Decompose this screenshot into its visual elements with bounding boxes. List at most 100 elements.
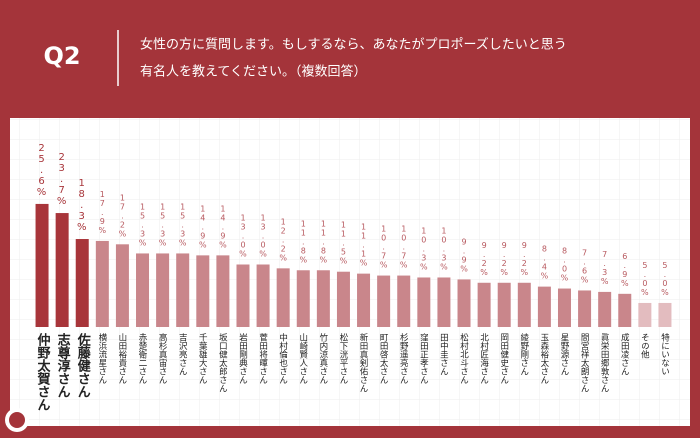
x-tick-label: 坂口健太郎さん bbox=[217, 332, 227, 392]
bar bbox=[397, 275, 411, 327]
bar bbox=[437, 277, 451, 327]
value-label: 5.0% bbox=[640, 261, 649, 297]
value-label: 17.2% bbox=[118, 193, 127, 238]
value-label: 13.0% bbox=[238, 214, 247, 259]
bar bbox=[256, 264, 270, 327]
value-label: 10.3% bbox=[419, 226, 428, 271]
x-tick-label: 星野源さん bbox=[559, 333, 569, 376]
value-label: 7.3% bbox=[600, 250, 609, 286]
x-tick-label: 吉沢亮さん bbox=[177, 333, 187, 376]
value-label: 11.8% bbox=[319, 219, 328, 264]
bar bbox=[658, 302, 672, 327]
bar bbox=[537, 286, 551, 327]
x-tick-label: 新田真剣佑さん bbox=[358, 332, 368, 392]
x-tick-label: 松村北斗さん bbox=[459, 332, 469, 384]
bar bbox=[457, 279, 471, 327]
x-tick-label: 仲野太賀さん bbox=[35, 332, 52, 411]
value-label: 15.3% bbox=[158, 202, 167, 247]
bar bbox=[276, 268, 290, 327]
x-tick-label: 千葉雄大さん bbox=[197, 332, 207, 384]
x-tick-label: 成田凌さん bbox=[619, 332, 629, 375]
x-tick-label: 玉森裕太さん bbox=[539, 333, 549, 384]
x-tick-label: 岩田剛典さん bbox=[237, 332, 247, 384]
x-tick-label: 中村倫也さん bbox=[278, 332, 288, 384]
value-label: 14.9% bbox=[198, 204, 207, 249]
x-tick-label: 岡田健史さん bbox=[499, 333, 509, 384]
bar bbox=[598, 291, 612, 327]
x-tick-label: 特にいない bbox=[659, 332, 669, 375]
x-tick-label: その他 bbox=[639, 333, 649, 359]
value-label: 15.3% bbox=[178, 202, 187, 247]
x-tick-label: 田中圭さん bbox=[438, 333, 448, 376]
bar bbox=[75, 239, 89, 327]
bar bbox=[377, 275, 391, 327]
bar bbox=[236, 264, 250, 327]
bar bbox=[316, 270, 330, 327]
x-tick-label: 綾野剛さん bbox=[519, 332, 529, 375]
bar bbox=[517, 282, 531, 327]
value-label: 8.4% bbox=[540, 245, 549, 281]
x-tick-label: 眞栄田郷敦さん bbox=[599, 332, 609, 392]
value-label: 9.2% bbox=[500, 241, 509, 277]
x-tick-label: 窪田正孝さん bbox=[418, 332, 428, 384]
value-label: 10.7% bbox=[399, 225, 408, 270]
value-label: 8.0% bbox=[560, 247, 569, 283]
bar bbox=[35, 203, 49, 327]
bar bbox=[357, 273, 371, 327]
x-tick-label: 山田裕貴さん bbox=[117, 332, 127, 384]
value-label: 5.0% bbox=[660, 261, 669, 297]
x-tick-label: 町田啓太さん bbox=[378, 333, 388, 384]
value-label: 10.3% bbox=[439, 226, 448, 271]
value-label: 9.2% bbox=[479, 241, 488, 277]
bar bbox=[557, 288, 571, 327]
value-label: 11.1% bbox=[359, 223, 368, 268]
value-label: 18.3% bbox=[76, 178, 87, 233]
bar bbox=[136, 253, 150, 327]
logo-inner bbox=[9, 412, 25, 428]
bar bbox=[497, 282, 511, 327]
bar bbox=[115, 244, 129, 327]
value-label: 12.2% bbox=[278, 217, 287, 262]
bar bbox=[578, 290, 592, 327]
value-label: 13.0% bbox=[258, 214, 267, 259]
value-label: 23.7% bbox=[56, 152, 67, 207]
bar bbox=[296, 270, 310, 327]
x-tick-label: 間宮祥太朗さん bbox=[579, 333, 589, 393]
value-label: 14.9% bbox=[218, 204, 227, 249]
x-tick-label: 高杉真宙さん bbox=[157, 332, 167, 384]
x-tick-label: 山崎賢人さん bbox=[298, 332, 308, 384]
bar bbox=[417, 277, 431, 327]
x-tick-label: 杉野遥亮さん bbox=[398, 332, 408, 384]
bar bbox=[176, 253, 190, 327]
x-tick-label: 北村匠海さん bbox=[479, 333, 489, 384]
x-tick-label: 松下洸平さん bbox=[338, 332, 348, 384]
value-label: 9.9% bbox=[459, 237, 468, 273]
x-tick-label: 志尊淳さん bbox=[55, 332, 71, 398]
bar bbox=[618, 293, 632, 327]
x-tick-label: 横浜流星さん bbox=[97, 332, 107, 384]
question-text: 有名人を教えてください。（複数回答） bbox=[140, 64, 366, 80]
x-tick-label: 菅田将暉さん bbox=[258, 332, 268, 384]
value-label: 6.9% bbox=[620, 252, 629, 288]
question-number: Q2 bbox=[43, 42, 80, 70]
value-label: 7.6% bbox=[580, 248, 589, 284]
bar bbox=[95, 240, 109, 327]
bar bbox=[55, 213, 69, 327]
x-tick-label: 佐藤健さん bbox=[75, 332, 92, 398]
value-label: 25.6% bbox=[36, 143, 47, 198]
x-tick-label: 赤楚衛二さん bbox=[137, 333, 147, 384]
bar bbox=[336, 271, 350, 327]
value-label: 15.3% bbox=[138, 202, 147, 247]
value-label: 11.8% bbox=[299, 219, 308, 264]
bar bbox=[196, 255, 210, 327]
value-label: 17.9% bbox=[98, 190, 107, 235]
bar bbox=[156, 253, 170, 327]
question-text: 女性の方に質問します。もしするなら、あなたがプロポーズしたいと思う bbox=[140, 37, 567, 53]
bar bbox=[638, 302, 652, 327]
value-label: 11.5% bbox=[339, 221, 348, 266]
value-label: 9.2% bbox=[520, 241, 529, 277]
x-tick-label: 竹内涼真さん bbox=[318, 332, 328, 384]
bar bbox=[477, 282, 491, 327]
